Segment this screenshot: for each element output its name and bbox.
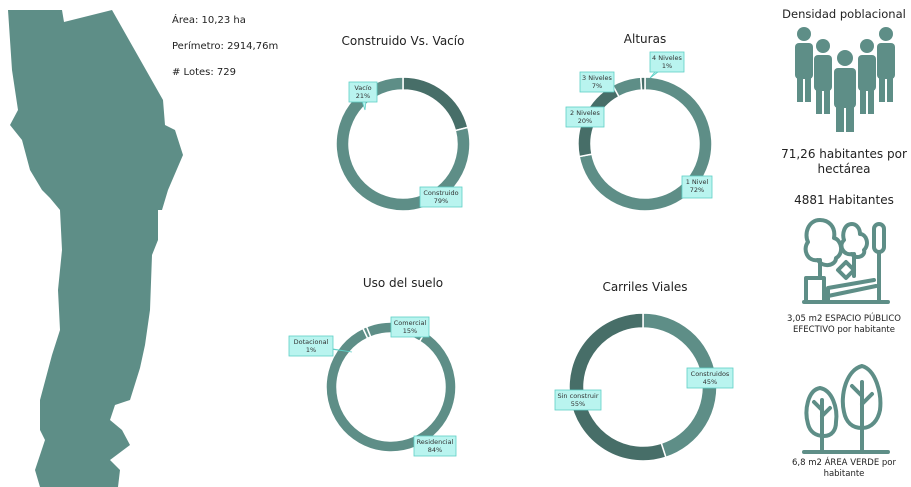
slice-1-nivel	[578, 76, 713, 212]
area-stat: Área: 10,23 ha	[172, 15, 246, 26]
slice-vacío	[402, 76, 469, 132]
callout-name: Dotacional	[294, 338, 329, 346]
callout-name: 3 Niveles	[582, 74, 613, 82]
callout-value: 1%	[306, 346, 316, 354]
slice-4-niveles	[639, 76, 646, 91]
park-icon	[802, 218, 890, 304]
callout-name: Construido	[423, 189, 458, 197]
callout-value: 45%	[703, 378, 717, 386]
site-map-shape	[8, 10, 183, 487]
callout-name: Comercial	[394, 319, 427, 327]
public-space-stat: 3,05 m2 ESPACIO PÚBLICO EFECTIVO por hab…	[787, 314, 901, 335]
callout-value: 20%	[578, 117, 592, 125]
green-area-stat: 6,8 m2 ÁREA VERDE por habitante	[791, 458, 897, 479]
slice-sin-construir	[568, 312, 667, 462]
callout-name: Vacío	[354, 84, 371, 92]
callout-name: 4 Niveles	[652, 54, 683, 62]
slice-construido	[335, 76, 471, 212]
site-map	[8, 10, 183, 487]
perimeter-stat: Perímetro: 2914,76m	[172, 41, 279, 52]
callout-value: 72%	[690, 186, 704, 194]
chart-title-alturas: Alturas	[623, 32, 667, 46]
callout-value: 15%	[403, 327, 417, 335]
callout-value: 7%	[592, 82, 602, 90]
callout-name: Sin construir	[558, 392, 599, 400]
density-per-hectare: 71,26 habitantes por hectárea	[781, 147, 907, 176]
callout-value: 21%	[356, 92, 370, 100]
lots-stat: # Lotes: 729	[172, 67, 236, 78]
inhabitants-count: 4881 Habitantes	[794, 193, 894, 207]
density-title: Densidad poblacional	[782, 7, 906, 21]
callout-value: 55%	[571, 400, 585, 408]
people-group-icon	[795, 27, 895, 132]
chart-title-carriles: Carriles Viales	[602, 280, 688, 294]
trees-icon	[802, 364, 890, 454]
callout-name: 2 Niveles	[570, 109, 601, 117]
callout-name: 1 Nivel	[686, 178, 709, 186]
callout-name: Residencial	[417, 438, 454, 446]
slice-3-niveles	[611, 76, 643, 98]
slice-residencial	[325, 327, 457, 453]
chart-title-uso-suelo: Uso del suelo	[362, 276, 444, 290]
chart-title-construido: Construido Vs. Vacío	[341, 34, 465, 48]
callout-value: 79%	[434, 197, 448, 205]
callout-value: 1%	[662, 62, 672, 70]
callout-name: Construidos	[691, 370, 730, 378]
callout-value: 84%	[428, 446, 442, 454]
